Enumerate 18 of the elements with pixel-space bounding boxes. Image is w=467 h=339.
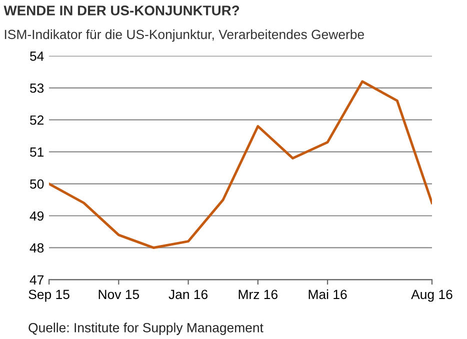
chart-subtitle: ISM-Indikator für die US-Konjunktur, Verarbeitendes Gewerbe [4,29,364,42]
y-tick-label: 48 [30,243,44,253]
y-tick-label: 50 [30,179,44,189]
line-series [49,80,432,249]
x-tick-label: Aug 16 [411,290,452,302]
y-tick-label: 54 [30,52,44,61]
x-tick-label: Sep 15 [28,290,70,302]
y-tick-label: 51 [30,148,44,157]
x-tick-label: Mai 16 [308,289,347,300]
y-tick-label: 53 [30,83,44,93]
y-tick-label: 47 [30,275,44,284]
y-tick-label: 52 [30,115,44,125]
x-tick-label: Mrz 16 [238,290,278,300]
y-tick-label: 49 [30,211,44,221]
source-note: Quelle: Institute for Supply Management [28,322,264,335]
chart-title: WENDE IN DER US-KONJUNKTUR? [4,6,240,16]
x-tick-label: Jan 16 [168,290,208,300]
x-tick-label: Nov 15 [98,290,140,300]
